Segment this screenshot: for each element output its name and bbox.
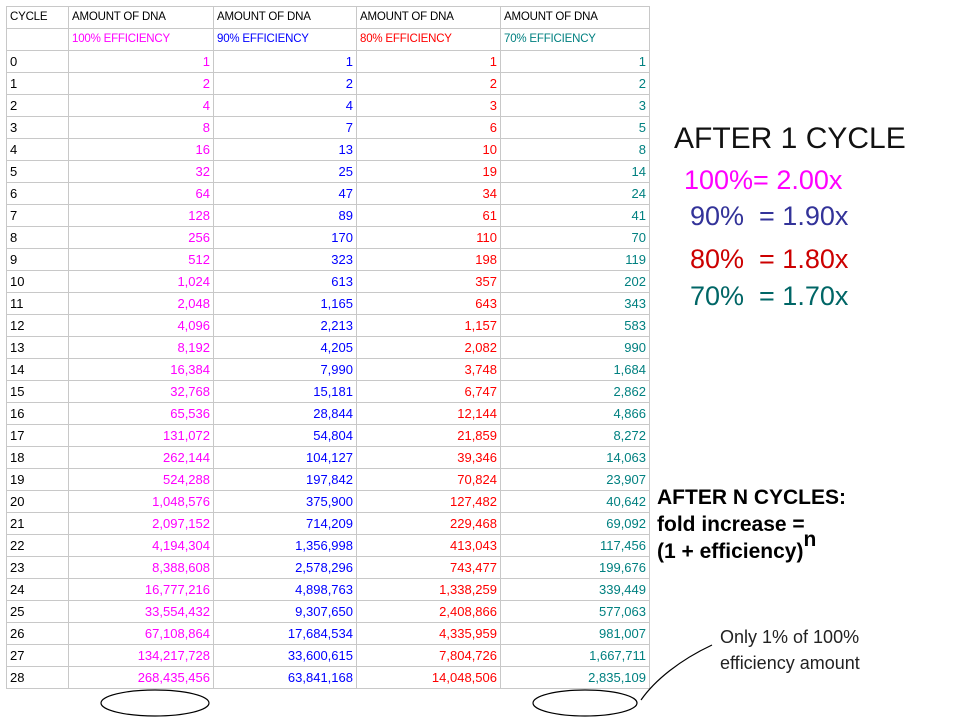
cycle-cell: 11 [6,292,69,315]
table-row: 5 32 25 19 14 [6,160,650,183]
note-line-2: efficiency amount [720,653,860,673]
table-row: 28 268,435,456 63,841,168 14,048,506 2,835,1… [6,666,650,689]
table-row: 4 16 13 10 8 [6,138,650,161]
dna-amount-cell: 343 [500,292,650,315]
note-line-1: Only 1% of 100% [720,627,860,647]
table-row: 11 2,048 1,165 643 343 [6,292,650,315]
formula-exponent: n [803,528,817,551]
pcr-amplification-table: CYCLE AMOUNT OF DNA AMOUNT OF DNA AMOUNT… [6,6,650,689]
dna-amount-cell: 39,346 [356,446,501,469]
header-dna-70: AMOUNT OF DNA [500,6,650,29]
dna-amount-cell: 28,844 [213,402,357,425]
dna-amount-cell: 1,356,998 [213,534,357,557]
fold-100-line: 100%= 2.00x [684,165,843,195]
comparison-note: Only 1% of 100% efficiency amount [720,624,860,676]
dna-amount-cell: 198 [356,248,501,271]
dna-amount-cell: 743,477 [356,556,501,579]
highlight-ellipse-70 [532,689,638,717]
table-row: 22 4,194,304 1,356,998 413,043 117,456 [6,534,650,557]
dna-amount-cell: 375,900 [213,490,357,513]
fold-80-line: 80% = 1.80x [690,244,849,274]
cycle-cell: 17 [6,424,69,447]
label-90-efficiency: 90% EFFICIENCY [213,28,357,51]
dna-amount-cell: 1,338,259 [356,578,501,601]
dna-amount-cell: 16,384 [68,358,214,381]
dna-amount-cell: 199,676 [500,556,650,579]
dna-amount-cell: 2,097,152 [68,512,214,535]
dna-amount-cell: 4,866 [500,402,650,425]
table-row: 15 32,768 15,181 6,747 2,862 [6,380,650,403]
highlight-ellipse-100 [100,689,210,717]
dna-amount-cell: 63,841,168 [213,666,357,689]
dna-amount-cell: 3,748 [356,358,501,381]
dna-amount-cell: 21,859 [356,424,501,447]
dna-amount-cell: 2,408,866 [356,600,501,623]
dna-amount-cell: 3 [500,94,650,117]
dna-amount-cell: 524,288 [68,468,214,491]
table-row: 21 2,097,152 714,209 229,468 69,092 [6,512,650,535]
dna-amount-cell: 12,144 [356,402,501,425]
after-one-cycle-title: AFTER 1 CYCLE [674,122,906,155]
cycle-cell: 14 [6,358,69,381]
table-row: 16 65,536 28,844 12,144 4,866 [6,402,650,425]
table-row: 14 16,384 7,990 3,748 1,684 [6,358,650,381]
dna-amount-cell: 32,768 [68,380,214,403]
dna-amount-cell: 110 [356,226,501,249]
dna-amount-cell: 2,213 [213,314,357,337]
table-row: 27 134,217,728 33,600,615 7,804,726 1,667,71… [6,644,650,667]
dna-amount-cell: 119 [500,248,650,271]
dna-amount-cell: 4,194,304 [68,534,214,557]
dna-amount-cell: 127,482 [356,490,501,513]
table-row: 20 1,048,576 375,900 127,482 40,642 [6,490,650,513]
dna-amount-cell: 69,092 [500,512,650,535]
dna-amount-cell: 14,048,506 [356,666,501,689]
dna-amount-cell: 117,456 [500,534,650,557]
table-row: 7 128 89 61 41 [6,204,650,227]
dna-amount-cell: 583 [500,314,650,337]
table-row: 23 8,388,608 2,578,296 743,477 199,676 [6,556,650,579]
efficiency-label-row: 100% EFFICIENCY 90% EFFICIENCY 80% EFFIC… [6,28,650,51]
fold-90-line: 90% = 1.90x [690,201,849,231]
after-n-cycles-formula: AFTER N CYCLES: fold increase = (1 + eff… [657,484,846,565]
dna-amount-cell: 1,048,576 [68,490,214,513]
dna-amount-cell: 2,835,109 [500,666,650,689]
after-n-title: AFTER N CYCLES: [657,486,846,509]
dna-amount-cell: 268,435,456 [68,666,214,689]
formula-base: (1 + efficiency) [657,540,804,563]
table-header-row: CYCLE AMOUNT OF DNA AMOUNT OF DNA AMOUNT… [6,6,650,29]
table-row: 12 4,096 2,213 1,157 583 [6,314,650,337]
dna-amount-cell: 41 [500,204,650,227]
fold-increase-label: fold increase = [657,513,805,536]
formula-line: (1 + efficiency)n [657,528,846,565]
cycle-cell: 18 [6,446,69,469]
label-100-efficiency: 100% EFFICIENCY [68,28,214,51]
dna-amount-cell: 4,898,763 [213,578,357,601]
dna-amount-cell: 14,063 [500,446,650,469]
note-arrow-connector [640,644,713,701]
fold-70-line: 70% = 1.70x [690,281,849,311]
table-row: 8 256 170 110 70 [6,226,650,249]
